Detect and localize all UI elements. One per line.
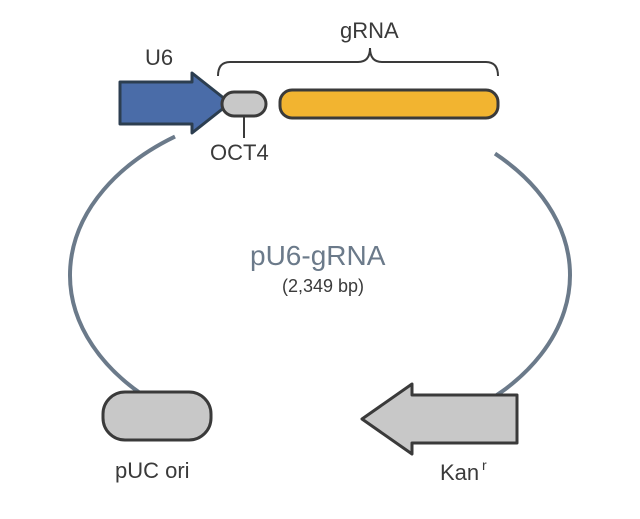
kanr-sup: r <box>482 457 487 473</box>
u6-promoter-arrow <box>120 73 230 133</box>
pucori-label: pUC ori <box>115 458 190 483</box>
grna-feature <box>280 90 498 118</box>
plasmid-name: pU6-gRNA <box>250 240 386 271</box>
kanr-arrow <box>362 384 517 454</box>
grna-label: gRNA <box>340 18 399 43</box>
plasmid-map: U6 OCT4 gRNA Kan r pUC ori pU6-gRNA (2,3… <box>0 0 640 519</box>
kanr-label: Kan <box>440 460 479 485</box>
u6-label: U6 <box>145 45 173 70</box>
oct4-feature <box>222 92 266 116</box>
plasmid-size: (2,349 bp) <box>282 276 364 296</box>
oct4-label: OCT4 <box>210 140 269 165</box>
pucori-feature <box>103 392 211 440</box>
grna-brace <box>218 48 498 76</box>
